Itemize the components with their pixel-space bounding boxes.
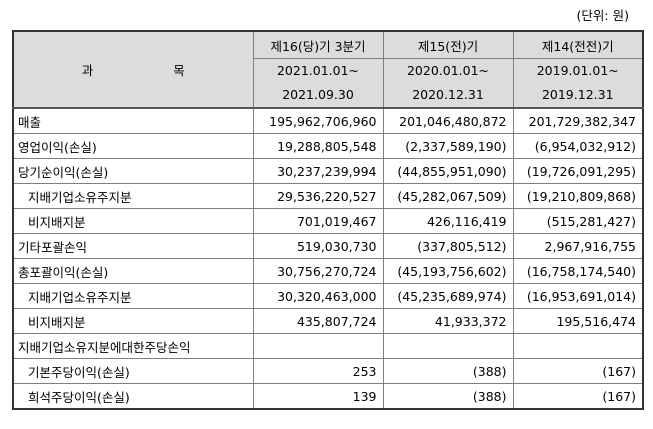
value-cell: 195,516,474 [512,308,644,334]
value-cell: (16,953,691,014) [512,283,644,309]
value-cell: (388) [382,383,514,410]
value-cell: (19,726,091,295) [512,158,644,184]
table-row: 비지배지분 435,807,724 41,933,372 195,516,474 [12,308,644,334]
value-cell: (16,758,174,540) [512,258,644,284]
value-cell: 19,288,805,548 [252,133,384,159]
value-cell: 2,967,916,755 [512,233,644,259]
header-row-periods: 과 목 제16(당)기 3분기 제15(전)기 제14(전전)기 [12,30,644,109]
row-label: 기본주당이익(손실) [12,358,254,384]
value-cell: (2,337,589,190) [382,133,514,159]
value-cell: 30,756,270,724 [252,258,384,284]
row-label: 영업이익(손실) [12,133,254,159]
value-cell: 201,046,480,872 [382,107,514,134]
value-cell: (6,954,032,912) [512,133,644,159]
value-cell: 201,729,382,347 [512,107,644,134]
table-row: 지배기업소유지분에대한주당손익 [12,333,644,359]
value-cell: 435,807,724 [252,308,384,334]
row-label: 당기순이익(손실) [12,158,254,184]
value-cell: 519,030,730 [252,233,384,259]
value-cell: (515,281,427) [512,208,644,234]
value-cell: (45,193,756,602) [382,258,514,284]
value-cell: (19,210,809,868) [512,183,644,209]
value-cell: (45,235,689,974) [382,283,514,309]
period-header-prior2: 제14(전전)기 [512,30,644,59]
value-cell: (44,855,951,090) [382,158,514,184]
table-row: 영업이익(손실) 19,288,805,548 (2,337,589,190) (6,… [12,133,644,159]
table-row: 당기순이익(손실) 30,237,239,994 (44,855,951,090)(… [12,158,644,184]
value-cell: 253 [252,358,384,384]
period-from: 2020.01.01~ [406,63,490,78]
period-from: 2019.01.01~ [536,63,619,78]
period-to: 2021.09.30 [282,87,354,102]
period-header-current: 제16(당)기 3분기 [252,30,384,59]
row-label: 비지배지분 [12,208,254,234]
period-range-prior2: 2019.01.01~ 2019.12.31 [512,58,644,109]
period-range-prior: 2020.01.01~ 2020.12.31 [382,58,514,109]
value-cell [512,333,644,359]
value-cell: 41,933,372 [382,308,514,334]
period-to: 2020.12.31 [412,87,484,102]
income-summary-table: 과 목 제16(당)기 3분기 제15(전)기 제14(전전)기 2021.01… [12,30,644,410]
value-cell: 701,019,467 [252,208,384,234]
value-cell: (388) [382,358,514,384]
period-header-prior: 제15(전)기 [382,30,514,59]
period-range-current: 2021.01.01~ 2021.09.30 [252,58,384,109]
row-label: 지배기업소유주지분 [12,183,254,209]
row-label: 비지배지분 [12,308,254,334]
row-label: 지배기업소유주지분 [12,283,254,309]
row-label: 매출 [12,107,254,134]
value-cell: 30,237,239,994 [252,158,384,184]
table-row: 지배기업소유주지분 29,536,220,527 (45,282,067,509)(… [12,183,644,209]
value-cell: 29,536,220,527 [252,183,384,209]
value-cell [252,333,384,359]
table-row: 총포괄이익(손실) 30,756,270,724 (45,193,756,602)(… [12,258,644,284]
value-cell: (337,805,512) [382,233,514,259]
table-row: 지배기업소유주지분 30,320,463,000 (45,235,689,974)(… [12,283,644,309]
table-row: 기본주당이익(손실) 253 (388) (167) [12,358,644,384]
row-label: 기타포괄손익 [12,233,254,259]
value-cell: 195,962,706,960 [252,107,384,134]
row-label: 지배기업소유지분에대한주당손익 [12,333,254,359]
header-row-dates: 2021.01.01~ 2021.09.30 2020.01.01~ 2020.… [13,58,644,109]
subject-header: 과 목 [12,30,254,109]
period-to: 2019.12.31 [541,87,614,102]
unit-label: (단위: 원) [576,8,629,23]
row-label: 희석주당이익(손실) [12,383,254,410]
value-cell [382,333,514,359]
value-cell: (167) [512,383,644,410]
value-cell: (167) [512,358,644,384]
period-from: 2021.01.01~ [276,63,360,78]
table-row: 희석주당이익(손실) 139 (388) (167) [12,383,644,410]
value-cell: (45,282,067,509) [382,183,514,209]
row-label: 총포괄이익(손실) [12,258,254,284]
table-row: 매출 195,962,706,960 201,046,480,872 201,729,… [12,107,644,134]
value-cell: 30,320,463,000 [252,283,384,309]
value-cell: 139 [252,383,384,410]
table-row: 기타포괄손익 519,030,730 (337,805,512) 2,967,916,… [12,233,644,259]
table-body: 매출 195,962,706,960 201,046,480,872 201,729,… [12,107,644,410]
table-row: 비지배지분 701,019,467 426,116,419 (515,281,427) [12,208,644,234]
value-cell: 426,116,419 [382,208,514,234]
